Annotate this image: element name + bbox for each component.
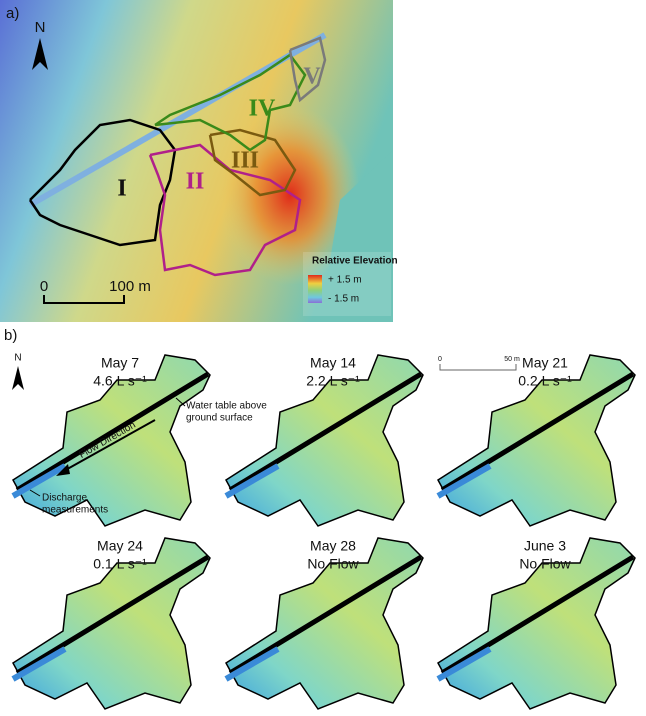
- catchment-label: IV: [249, 96, 276, 122]
- map-date: June 3: [524, 538, 566, 554]
- flow-arrowhead: [56, 464, 70, 476]
- map-flow: 2.2 L s⁻¹: [306, 373, 360, 389]
- north-arrow: [32, 38, 48, 70]
- map-flow: No Flow: [307, 556, 359, 572]
- annotation-pointer: [29, 489, 41, 497]
- panel-a: a) N I II III IV V Relative Elevation + …: [0, 0, 398, 322]
- map-date: May 21: [522, 355, 568, 371]
- legend-bar: [308, 275, 322, 303]
- annotation: Discharge: [42, 493, 87, 504]
- lowland: [320, 150, 393, 322]
- catchment-label: II: [186, 169, 205, 195]
- map-date: May 7: [101, 355, 139, 371]
- catchment-label: I: [117, 176, 126, 202]
- map-flow: 4.6 L s⁻¹: [93, 373, 147, 389]
- catchment-label: V: [303, 64, 321, 90]
- map-flow: 0.2 L s⁻¹: [518, 373, 572, 389]
- panel-label: b): [4, 327, 17, 344]
- map-date: May 14: [310, 355, 356, 371]
- annotation: ground surface: [186, 413, 253, 424]
- catchment-II: [148, 143, 302, 277]
- scale-start: 0: [40, 278, 48, 295]
- panel-b: b) N 0 50 m May 7 4.6 L s⁻¹ May 14 2.2 L s⁻…: [4, 327, 635, 709]
- panel-label: a): [6, 5, 19, 22]
- north-label: N: [14, 353, 21, 364]
- scale-end: 50 m: [504, 356, 520, 363]
- catchment-IV: [154, 53, 307, 152]
- map-flow: 0.1 L s⁻¹: [93, 556, 147, 572]
- catchment-label: III: [231, 148, 259, 174]
- catchment-I: [28, 118, 177, 247]
- scale-bar: [43, 295, 125, 304]
- scale-start: 0: [438, 356, 442, 363]
- north-label: N: [35, 19, 46, 36]
- annotation: Water table above: [186, 401, 267, 412]
- flow-arrow: [61, 419, 156, 473]
- high-area: [220, 105, 360, 285]
- scale-bar: [439, 364, 517, 371]
- legend-min: - 1.5 m: [328, 294, 359, 305]
- annotation: measurements: [42, 505, 108, 516]
- map-date: May 28: [310, 538, 356, 554]
- north-arrow: [12, 366, 24, 390]
- catchment-V: [288, 36, 327, 103]
- map-flow: No Flow: [519, 556, 571, 572]
- scale-end: 100 m: [109, 278, 151, 295]
- legend-max: + 1.5 m: [328, 275, 362, 286]
- catchment-III: [208, 128, 297, 197]
- legend-title: Relative Elevation: [312, 256, 398, 267]
- map-date: May 24: [97, 538, 143, 554]
- annotation-pointer: [175, 397, 186, 407]
